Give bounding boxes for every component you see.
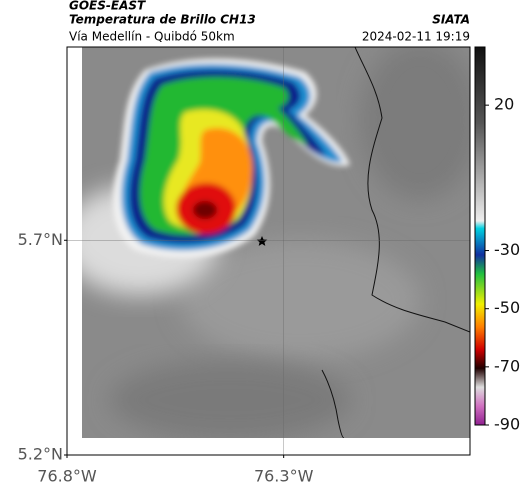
colorbar-tick-label: -30 [494, 240, 520, 259]
satellite-image [82, 47, 470, 438]
route: Vía Medellín - Quibdó 50km [69, 30, 235, 44]
subtitle: Temperatura de Brillo CH13 [69, 13, 256, 27]
lat-tick-label: 5.2°N [18, 445, 63, 464]
colorbar-tick-label: -70 [494, 356, 520, 375]
colorbar-tick-label: 20 [494, 95, 514, 114]
lon-tick-label: 76.8°W [37, 467, 97, 486]
colorbar [474, 46, 486, 426]
map-frame [66, 46, 471, 456]
lon-tick-label: 76.3°W [254, 467, 314, 486]
lat-tick-label: 5.7°N [18, 230, 63, 249]
colorbar-tick-label: -90 [494, 415, 520, 434]
colorbar-tick-label: -50 [494, 298, 520, 317]
datetime: 2024-02-11 19:19 [362, 30, 470, 44]
title: GOES-EAST [69, 0, 146, 13]
source: SIATA [432, 13, 470, 27]
